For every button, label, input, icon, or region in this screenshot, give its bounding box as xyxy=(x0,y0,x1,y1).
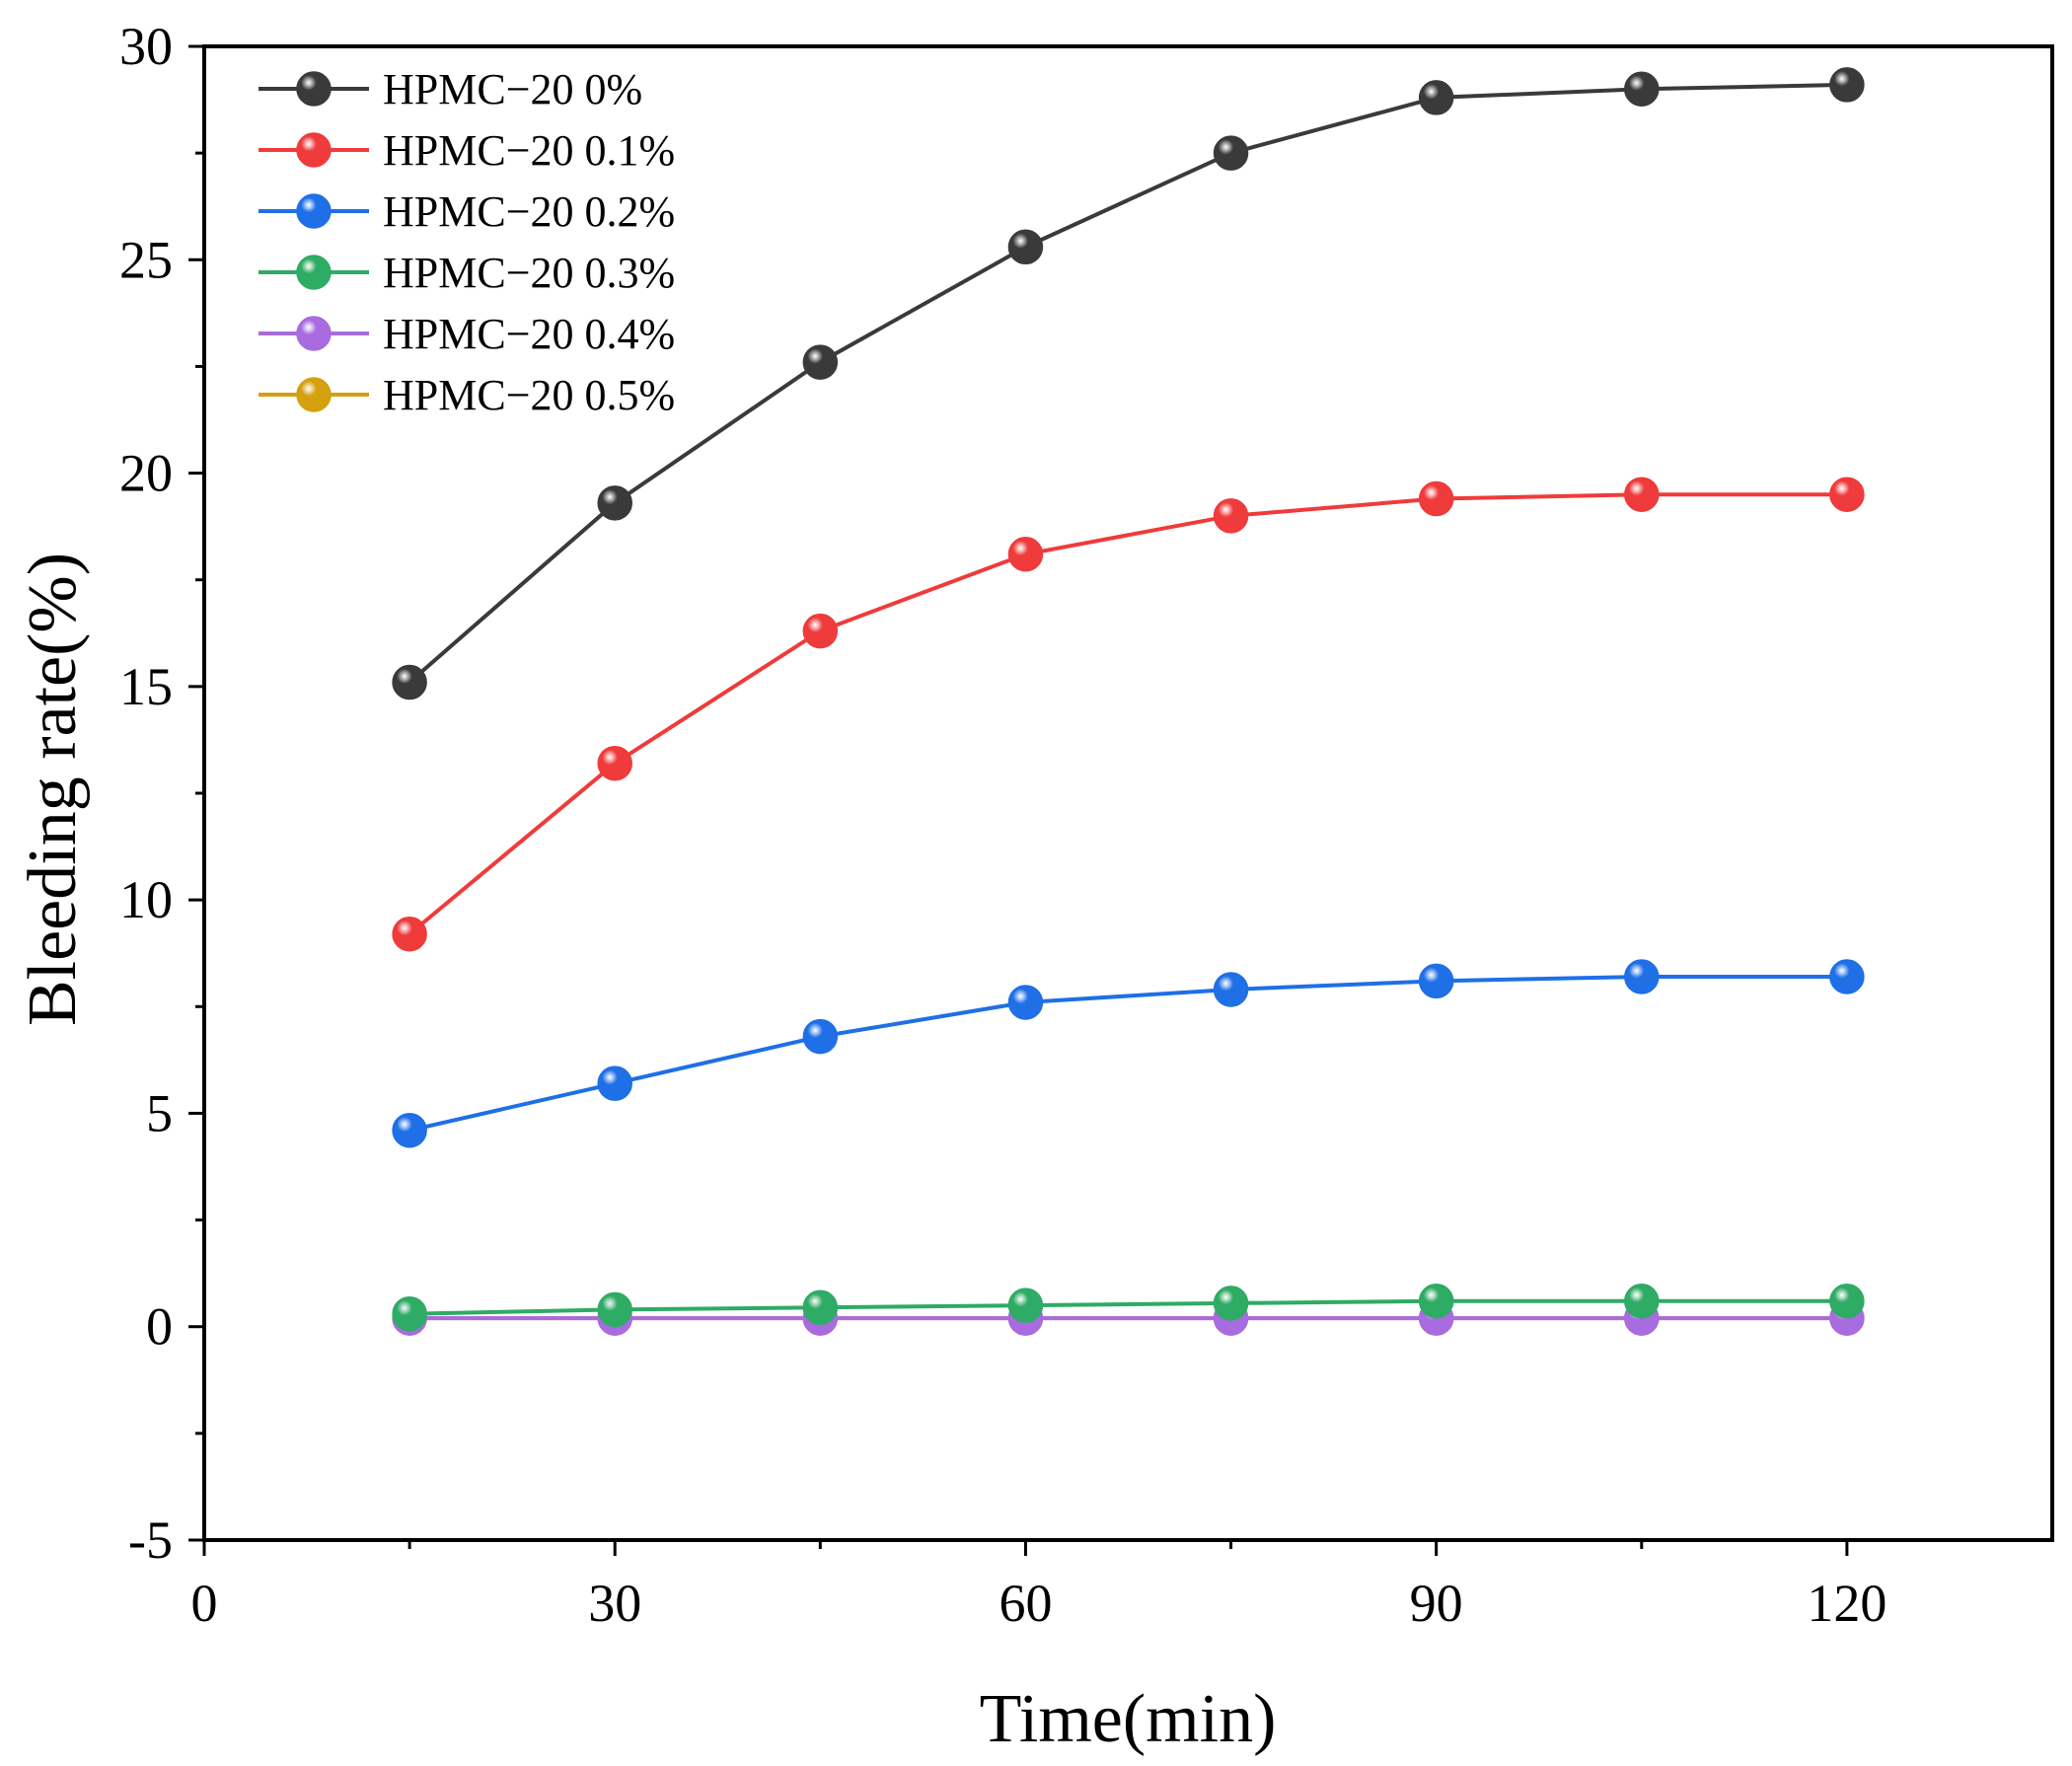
legend-label: HPMC−20 0.4% xyxy=(383,310,675,358)
data-point xyxy=(1624,71,1660,108)
axis-ticks: 0 30 60 90 120 -5 0 5 10 15 20 25 30 xyxy=(119,17,1887,1633)
series-layer xyxy=(392,67,1865,1336)
data-point xyxy=(1624,477,1660,512)
legend-label: HPMC−20 0.3% xyxy=(383,249,675,297)
data-point xyxy=(1213,1286,1249,1321)
data-point xyxy=(1213,972,1249,1007)
data-point xyxy=(392,1295,427,1332)
y-tick-label: 15 xyxy=(119,657,173,716)
x-tick-label: 30 xyxy=(588,1574,641,1633)
data-point xyxy=(1829,477,1865,512)
legend-item: HPMC−20 0.1% xyxy=(259,126,675,175)
data-point xyxy=(392,664,427,700)
data-point xyxy=(597,485,632,521)
y-tick-label: 0 xyxy=(146,1297,173,1357)
legend-item: HPMC−20 0% xyxy=(259,65,642,113)
data-point xyxy=(1624,1284,1660,1319)
legend-marker xyxy=(296,316,332,351)
series-line xyxy=(407,492,1847,936)
legend-marker xyxy=(296,193,332,229)
legend-marker xyxy=(296,132,332,168)
data-point xyxy=(1624,959,1660,994)
legend-label: HPMC−20 0.2% xyxy=(383,187,675,236)
legend-item: HPMC−20 0.2% xyxy=(259,187,675,236)
legend-label: HPMC−20 0.5% xyxy=(383,371,675,419)
y-tick-label: 5 xyxy=(146,1083,173,1142)
x-tick-label: 90 xyxy=(1410,1574,1463,1633)
data-point xyxy=(1418,1284,1454,1319)
data-point xyxy=(802,1289,839,1325)
data-point xyxy=(1829,1284,1865,1319)
series-2 xyxy=(392,959,1865,1148)
data-point xyxy=(1213,498,1249,534)
x-tick-label: 120 xyxy=(1807,1574,1887,1633)
data-point xyxy=(392,916,427,952)
data-point xyxy=(1213,135,1249,171)
legend-item: HPMC−20 0.4% xyxy=(259,310,675,358)
data-point xyxy=(1418,963,1454,999)
legend-item: HPMC−20 0.3% xyxy=(259,249,675,297)
y-tick-label: 10 xyxy=(119,870,173,929)
data-point xyxy=(1007,1288,1044,1323)
y-tick-label: 25 xyxy=(119,230,173,289)
data-point xyxy=(1007,229,1044,265)
data-point xyxy=(597,1291,632,1328)
data-point xyxy=(1418,80,1454,115)
legend: HPMC−20 0% HPMC−20 0.1% HPMC−20 0.2% HPMC−2… xyxy=(259,65,675,419)
legend-marker xyxy=(296,71,332,107)
x-tick-label: 60 xyxy=(999,1574,1052,1633)
series-line xyxy=(409,1298,1847,1316)
legend-label: HPMC−20 0.1% xyxy=(383,126,675,175)
data-point xyxy=(802,1018,839,1055)
data-point xyxy=(597,745,632,781)
data-point xyxy=(392,1112,427,1148)
data-point xyxy=(1418,480,1454,517)
y-axis-title: Bleeding rate(%) xyxy=(15,552,91,1026)
data-point xyxy=(1007,985,1044,1020)
y-tick-label: 20 xyxy=(119,444,173,503)
series-line xyxy=(407,82,1847,685)
legend-marker xyxy=(296,377,332,412)
data-point xyxy=(802,613,839,649)
y-tick-label: 30 xyxy=(119,17,173,76)
data-point xyxy=(802,344,839,380)
data-point xyxy=(1007,537,1044,572)
series-3 xyxy=(392,1284,1865,1332)
series-0 xyxy=(392,67,1865,700)
series-1 xyxy=(392,477,1865,952)
legend-label: HPMC−20 0% xyxy=(383,65,642,113)
legend-item: HPMC−20 0.5% xyxy=(259,371,675,419)
legend-marker xyxy=(296,255,332,290)
x-axis-title: Time(min) xyxy=(980,1681,1277,1757)
data-point xyxy=(1829,959,1865,994)
series-line xyxy=(408,975,1847,1133)
data-point xyxy=(1829,67,1865,103)
y-tick-label: -5 xyxy=(128,1510,173,1570)
data-point xyxy=(597,1066,632,1101)
x-tick-label: 0 xyxy=(191,1574,218,1633)
